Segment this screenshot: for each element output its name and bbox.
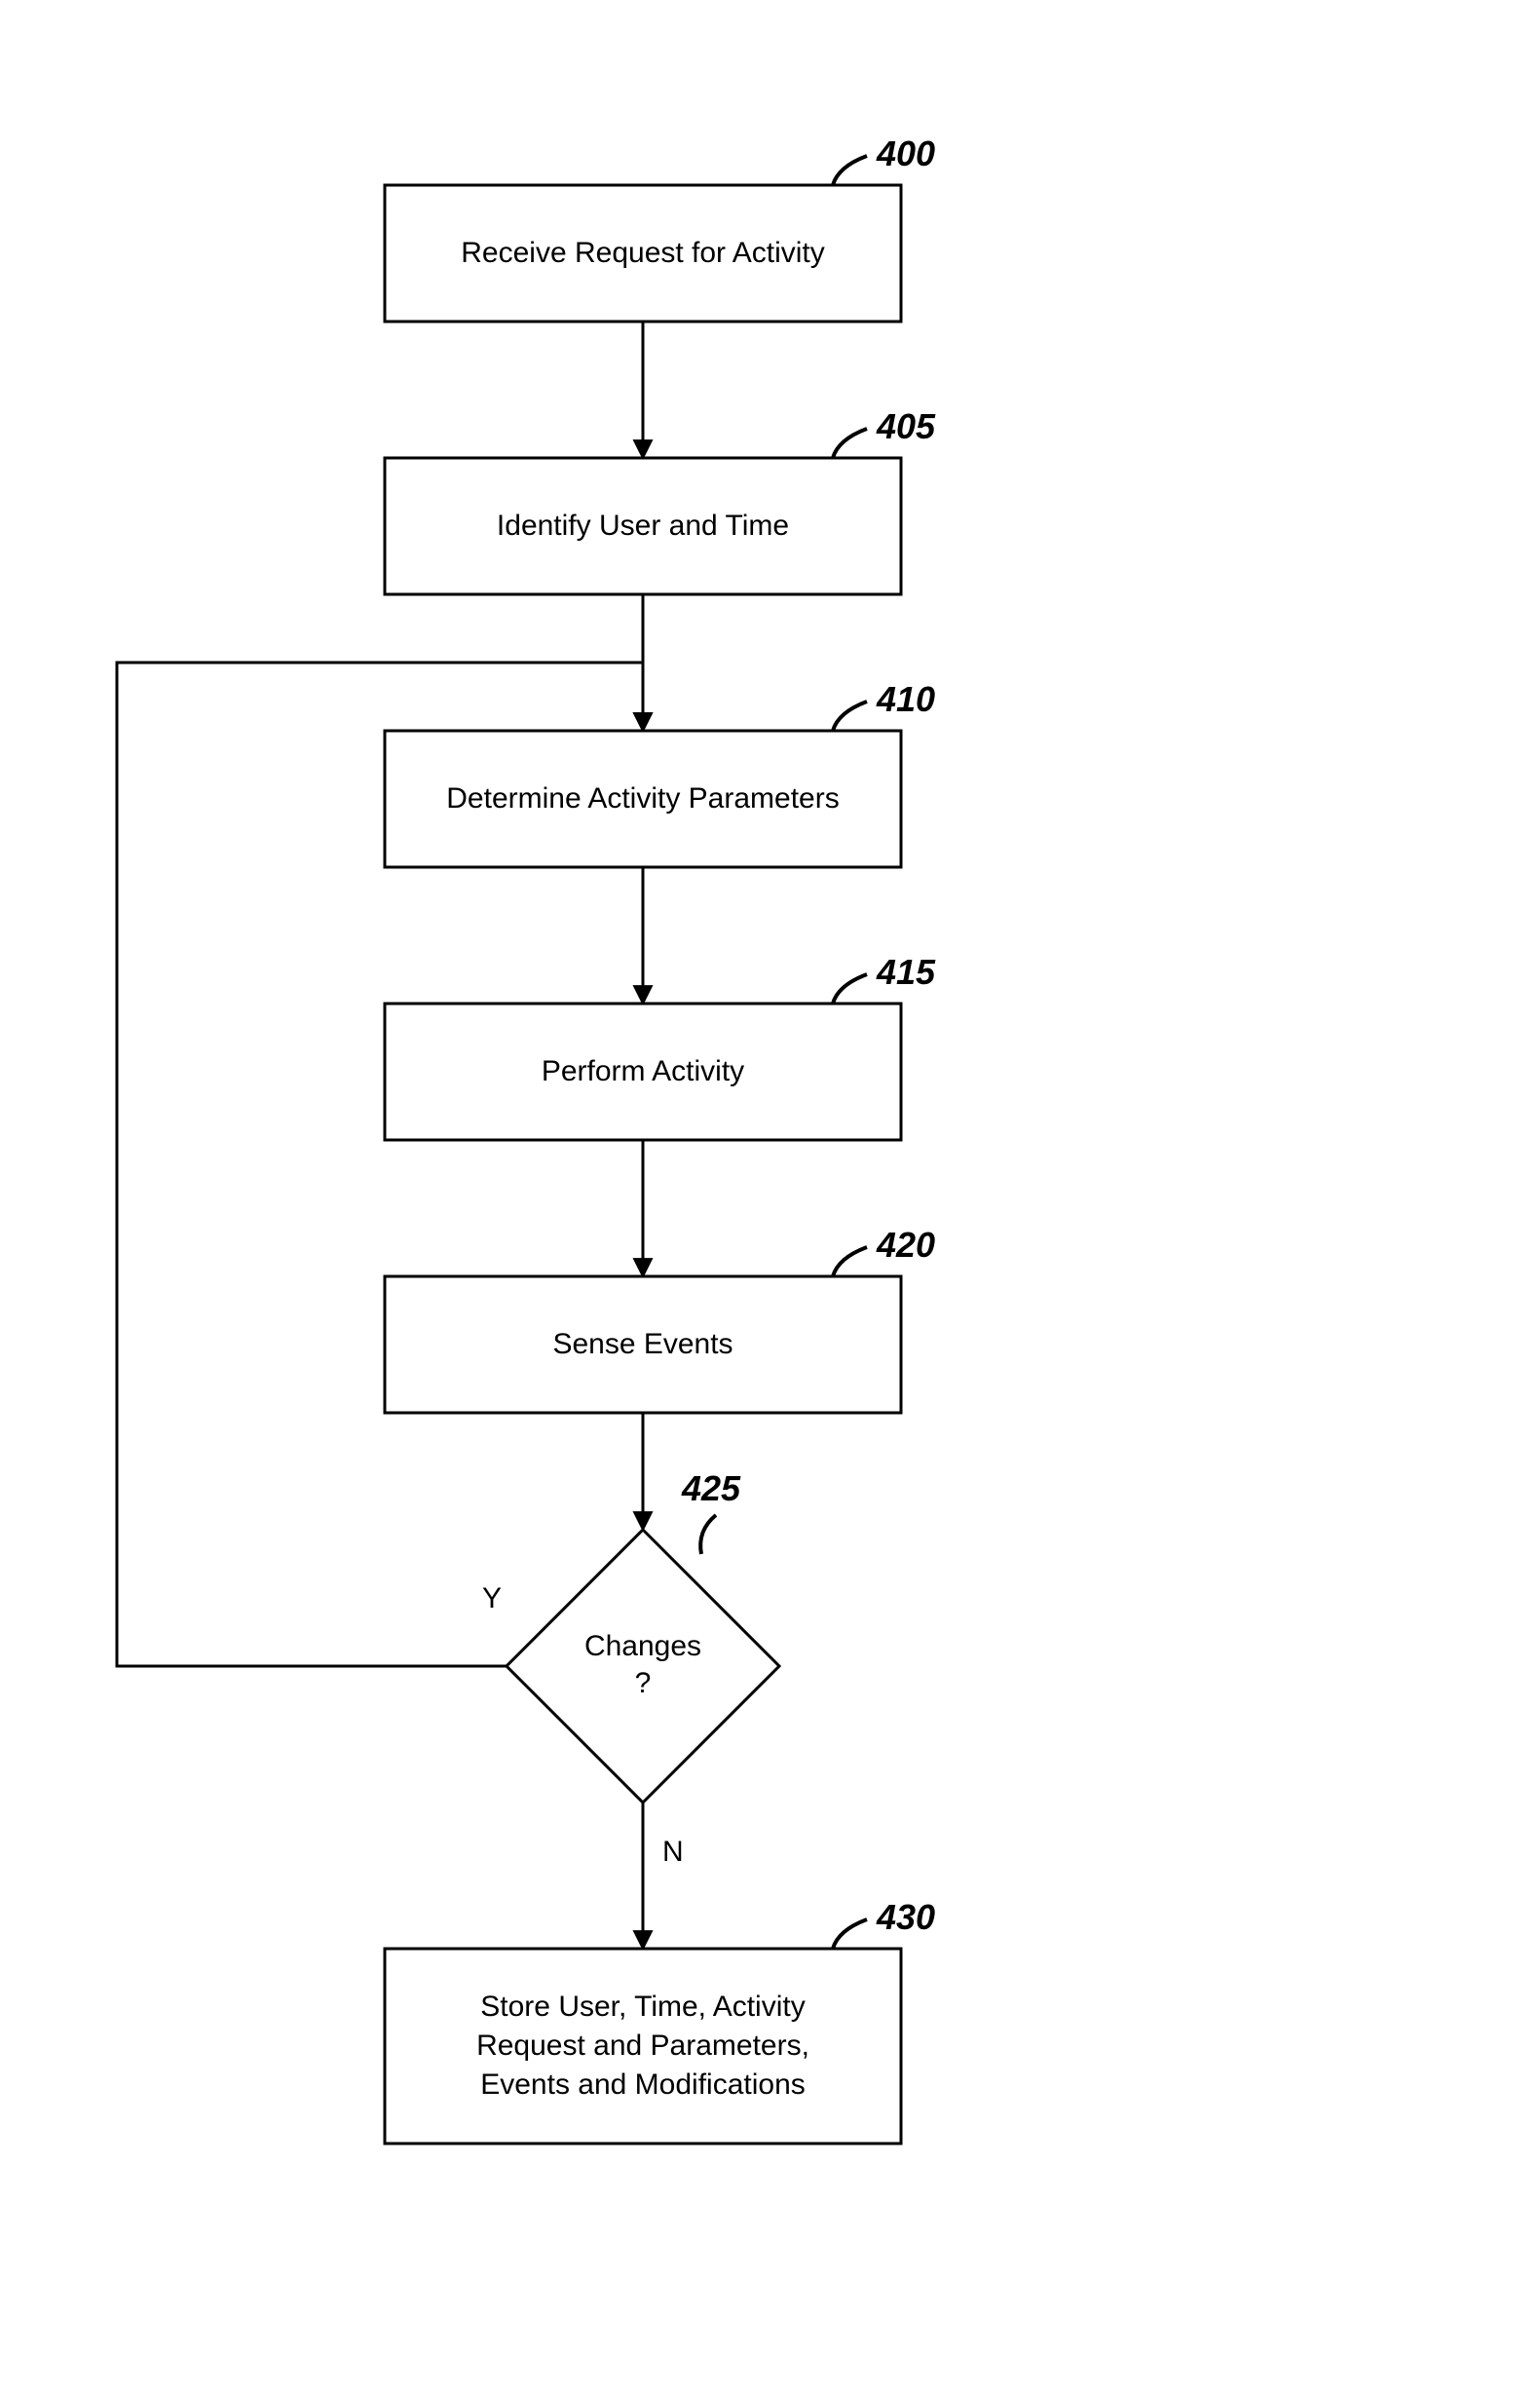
flow-box-text: Sense Events — [552, 1328, 732, 1360]
ref-label: 415 — [876, 952, 936, 992]
flow-box-text: Request and Parameters, — [476, 2030, 809, 2062]
ref-label: 410 — [876, 679, 935, 719]
flow-box-text: Identify User and Time — [497, 510, 789, 542]
edge-label: N — [662, 1836, 684, 1868]
flowchart-svg: N Y Receive Request for Activity 400 Identif… — [0, 0, 1540, 2391]
flow-decision-text: ? — [635, 1667, 652, 1699]
flow-decision-text: Changes — [584, 1630, 701, 1662]
ref-label: 400 — [876, 133, 935, 173]
ref-label: 425 — [681, 1468, 741, 1508]
flow-box-text: Determine Activity Parameters — [446, 782, 839, 815]
ref-label: 420 — [876, 1225, 935, 1265]
ref-label: 430 — [876, 1897, 935, 1937]
ref-label: 405 — [876, 406, 936, 446]
flow-box-text: Perform Activity — [542, 1055, 744, 1087]
flow-box-text: Store User, Time, Activity — [480, 1991, 805, 2023]
flow-box-text: Events and Modifications — [480, 2068, 806, 2101]
edge-label: Y — [482, 1582, 502, 1614]
flow-box-text: Receive Request for Activity — [461, 237, 825, 269]
